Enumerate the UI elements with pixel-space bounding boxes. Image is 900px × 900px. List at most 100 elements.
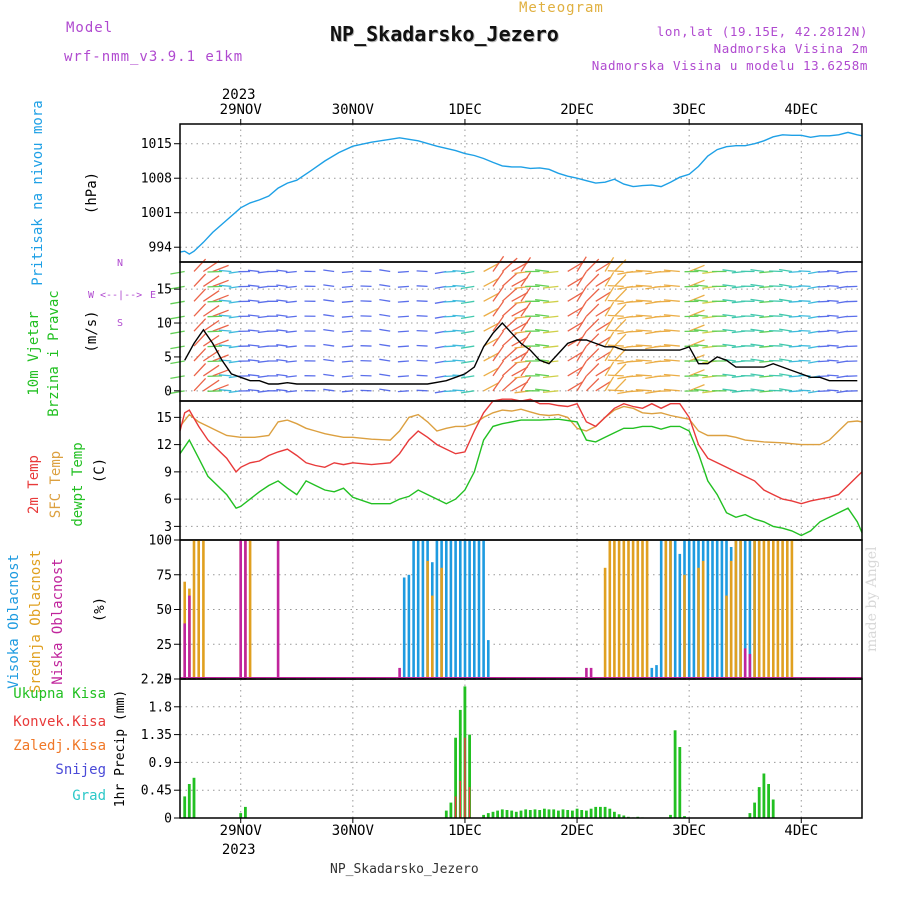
wind-barb [750,313,764,317]
wind-barb [443,360,456,363]
wind-barb [778,313,793,317]
wind-barb [722,299,736,302]
wind-barb [626,270,643,273]
wind-barb [613,363,627,377]
cloud-bar [613,540,616,679]
wind-barb [511,381,529,392]
pressure-line [179,131,863,255]
wind-barb [542,375,559,379]
wind-barb [827,344,839,347]
cloud-bar [183,623,186,679]
wind-barb [247,344,260,347]
precip-bar [571,810,574,818]
wind-barb [693,299,708,302]
wind-barb [285,360,297,363]
wind-unit-label: (m/s) [84,310,100,352]
wind-barb [567,277,583,287]
wind-barb [276,329,288,332]
wind-barb [722,284,736,288]
cloud-bar [239,540,242,679]
wind-barb [520,376,532,392]
cloud-unit-label: (%) [92,597,108,622]
wind-barb [654,375,671,378]
wind-barb [635,269,652,273]
wind-barb [492,360,505,377]
wind-barb [511,261,529,273]
cloud-bar [585,667,588,679]
wind-barb [542,270,559,274]
precip-bars-convective [454,737,471,818]
wind-barb [576,286,587,302]
x-axis-year-bottom: 2023 [222,842,256,858]
wind-barb [492,285,505,302]
wind-barb [693,329,708,332]
wind-barb [585,258,600,272]
cloud-bar [757,540,761,679]
wind-barb [460,390,475,394]
wind-barb [607,374,624,377]
wind-barb [341,360,353,363]
wind-barb [798,389,811,392]
wind-barb [202,349,220,362]
wind-barb [827,329,839,332]
lonlat-label: lon,lat (19.15E, 42.2812N) [656,24,868,39]
precip-bar [510,810,514,818]
cloud-bar [715,540,719,679]
precip-bar [678,747,682,818]
wind-barb [257,345,269,349]
cloud-bar [678,553,682,679]
precip-bar [468,734,471,818]
precip-bar [673,730,677,818]
wind-barb [520,257,532,272]
cloud-bar [192,540,196,679]
wind-barb [492,345,505,362]
meteogram-label: Meteogram [519,0,604,16]
precip-bar [771,799,775,818]
wind-barb [750,298,764,302]
wind-barb [654,285,671,288]
cloud-bar [725,595,728,679]
wind-barb [635,374,652,377]
wind-barb [247,374,260,377]
wind-barb [635,389,652,392]
wind-barb [663,388,680,392]
wind-barb [688,339,705,347]
cloud-bar [402,577,406,679]
wind-barb [202,290,220,302]
wind-barb [769,285,783,288]
cloud-bar [664,540,668,679]
x-tick-label-top: 3DEC [672,102,706,118]
wind-barb [626,375,643,378]
wind-barb [501,302,518,317]
wind-barb [218,314,232,317]
y-tick-label: 2.25 [141,673,172,688]
wind-barb [341,300,353,303]
cloud-bar [743,648,747,679]
precip-legend-item: Zaledj.Kisa [13,738,106,754]
cloud-bar [786,540,789,679]
wind-barb [483,322,499,332]
x-tick-label-bottom: 3DEC [672,823,706,839]
wind-barb [798,344,811,347]
wind-barb [817,270,830,273]
cloud-bar [762,540,766,679]
wind-barb [397,375,409,378]
wind-barb [379,284,391,288]
wind-barb [416,329,428,332]
wind-barb [397,315,409,318]
wind-barb [212,294,229,302]
wind-barb [379,388,391,392]
wind-barb [788,345,802,348]
wind-barb [817,285,830,288]
wind-barb [218,299,232,302]
wind-barb [218,344,232,347]
cloud-bar [692,540,696,679]
model-label: Model [66,20,114,36]
wind-barb [827,314,839,317]
wind-barb [323,358,335,362]
cloud-bars-low [183,540,752,679]
y-tick-label: 0 [164,812,172,827]
wind-barb [257,390,269,393]
precip-bar [183,796,187,818]
